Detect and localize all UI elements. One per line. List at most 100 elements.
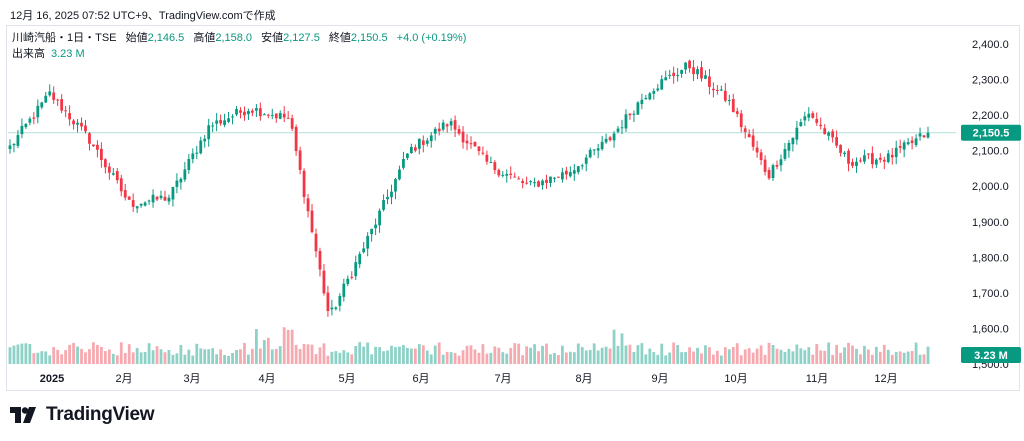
volume-bar [338, 352, 342, 364]
volume-bar [644, 354, 648, 364]
candle-body [258, 108, 262, 117]
candle-body [898, 146, 902, 148]
candle-body [386, 196, 389, 200]
volume-bar [294, 344, 298, 364]
volume-bar [398, 346, 401, 364]
candle-body [111, 173, 115, 175]
volume-bar [147, 343, 151, 364]
candle-body [668, 74, 672, 76]
volume-bar [855, 348, 858, 364]
candle-body [827, 132, 831, 136]
volume-bar [457, 355, 461, 364]
candle-body [60, 99, 64, 111]
volume-bar [604, 346, 608, 364]
candle-body [131, 200, 135, 207]
candle-body [715, 90, 719, 92]
volume-badge-label: 3.23 M [974, 350, 1008, 362]
volume-bar [660, 343, 664, 364]
volume-bar [211, 348, 215, 364]
candle-body [28, 118, 32, 123]
candle-body [855, 161, 858, 167]
candle-body [620, 127, 624, 129]
x-tick-label: 3月 [183, 373, 200, 385]
volume-bar [326, 355, 330, 364]
candle-body [787, 142, 791, 151]
volume-bar [278, 346, 282, 364]
volume-bar [103, 351, 107, 364]
candle-body [692, 67, 695, 75]
x-tick-label: 2025 [40, 373, 64, 385]
volume-bar [409, 348, 413, 364]
volume-bar [616, 345, 620, 364]
candle-body [96, 144, 99, 150]
candle-body [616, 128, 620, 132]
x-tick-label: 5月 [338, 373, 355, 385]
volume-bar [378, 347, 381, 364]
candle-body [211, 125, 215, 127]
candle-body [652, 91, 656, 94]
volume-bar [791, 351, 795, 364]
volume-bar [84, 352, 87, 364]
candle-body [159, 195, 163, 199]
candle-body [366, 235, 370, 249]
volume-bar [608, 348, 612, 364]
candle-body [262, 114, 266, 116]
volume-bar [334, 351, 338, 364]
candle-body [318, 250, 322, 270]
candle-body [747, 133, 751, 138]
candle-body [771, 165, 775, 179]
volume-bar [433, 345, 437, 364]
volume-bar [588, 349, 592, 364]
candle-body [902, 142, 906, 150]
volume-bar [330, 351, 334, 364]
candle-body [592, 149, 596, 151]
candle-body [433, 128, 437, 134]
candle-body [338, 295, 342, 306]
y-tick-label: 2,200.0 [972, 110, 1009, 122]
y-tick-label: 2,400.0 [972, 39, 1009, 51]
candle-body [107, 166, 111, 173]
volume-bar [429, 354, 433, 364]
volume-bar [485, 353, 489, 364]
volume-bar [290, 329, 294, 364]
candle-body [596, 148, 600, 151]
candle-body [350, 276, 354, 278]
volume-bar [76, 346, 79, 364]
volume-bar [727, 349, 731, 364]
volume-bar [751, 352, 755, 364]
volume-bar [572, 352, 576, 364]
volume-bar [743, 349, 747, 364]
candle-body [712, 88, 715, 91]
candle-body [346, 278, 350, 284]
volume-bar [545, 343, 548, 364]
volume-bar [64, 350, 68, 364]
volume-bar [576, 343, 580, 364]
candle-body [143, 202, 147, 206]
candle-body [501, 174, 505, 176]
volume-bar [28, 343, 32, 364]
candle-body [123, 190, 127, 198]
candle-body [513, 176, 517, 178]
candle-body [254, 108, 258, 111]
volume-bar [227, 355, 230, 364]
tradingview-logo[interactable]: TradingView [10, 404, 155, 426]
candle-body [68, 113, 71, 120]
candle-body [727, 100, 731, 102]
legend-high-label: 高値 [193, 32, 216, 44]
volume-bar [413, 348, 417, 364]
legend-symbol[interactable]: 川崎汽船・1日・TSE [12, 32, 117, 44]
candle-body [274, 113, 278, 119]
volume-bar [100, 346, 103, 364]
volume-bar [68, 344, 71, 364]
volume-bar [537, 351, 540, 364]
candle-body [628, 113, 632, 116]
volume-bar [664, 355, 668, 364]
candle-body [290, 118, 294, 129]
candle-body [322, 270, 326, 294]
volume-bar [525, 346, 529, 364]
candle-body [282, 113, 286, 118]
candle-body [489, 162, 493, 164]
candle-body [870, 153, 874, 165]
candle-body [187, 159, 191, 171]
